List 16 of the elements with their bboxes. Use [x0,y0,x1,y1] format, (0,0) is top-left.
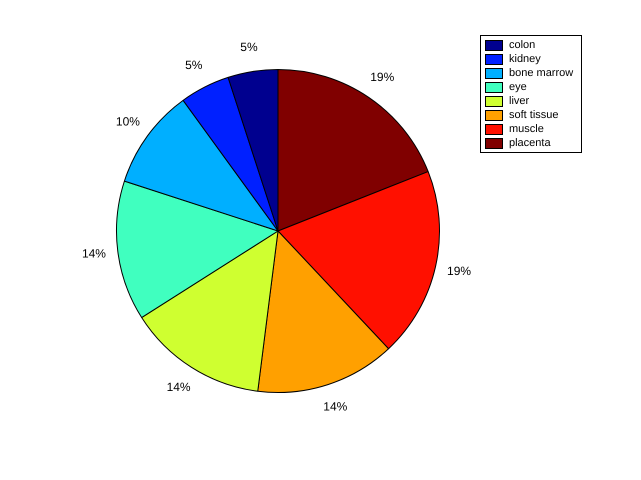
legend-label: colon [509,39,536,51]
legend-label: soft tissue [509,109,559,121]
legend-label: kidney [509,53,541,65]
data-label: 19% [370,70,395,84]
legend-label: liver [509,95,530,107]
data-label: 19% [447,264,472,278]
legend-label: eye [509,81,527,93]
legend-label: muscle [509,123,544,135]
data-label: 5% [185,58,203,72]
data-label: 14% [166,380,191,394]
data-label: 10% [116,114,140,128]
data-label: 14% [323,400,348,414]
data-label: 14% [82,246,106,261]
legend-label: bone marrow [509,67,574,79]
data-label: 5% [240,40,258,54]
legend-label: placenta [509,137,551,149]
